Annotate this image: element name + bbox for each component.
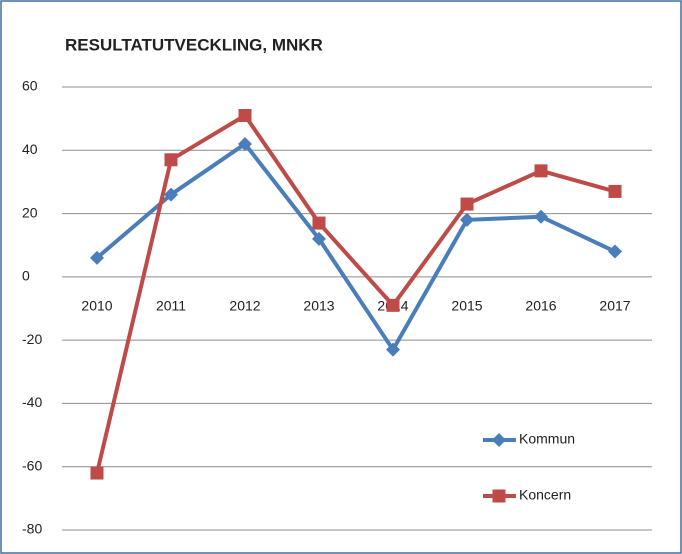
- y-tick-label: 40: [22, 141, 38, 157]
- x-tick-label: 2017: [599, 298, 630, 314]
- x-tick-label: 2012: [229, 298, 260, 314]
- y-tick-label: -80: [22, 521, 42, 537]
- x-tick-label: 2010: [81, 298, 112, 314]
- x-tick-label: 2015: [451, 298, 482, 314]
- y-tick-label: -40: [22, 394, 42, 410]
- legend-label: Kommun: [519, 431, 575, 447]
- point: [164, 187, 178, 202]
- point: [238, 136, 252, 151]
- y-tick-label: 60: [22, 78, 38, 94]
- legend-label: Koncern: [519, 487, 571, 503]
- point: [90, 250, 104, 265]
- point: [608, 184, 622, 198]
- series-line: [95, 141, 616, 352]
- point: [534, 164, 548, 178]
- point: [312, 231, 326, 246]
- point: [608, 244, 622, 259]
- point: [312, 216, 326, 230]
- point: [386, 342, 400, 357]
- y-tick-label: -20: [22, 331, 42, 347]
- x-tick-label: 2016: [525, 298, 556, 314]
- legend-marker: [492, 489, 506, 503]
- y-tick-label: 20: [22, 204, 38, 220]
- legend-marker: [492, 433, 506, 447]
- point: [238, 108, 252, 122]
- point: [460, 197, 474, 211]
- point: [386, 298, 400, 312]
- y-tick-label: -60: [22, 457, 42, 473]
- x-tick-label: 2011: [156, 298, 186, 314]
- point: [460, 212, 474, 227]
- y-tick-label: 0: [22, 268, 30, 284]
- series-line: [95, 113, 616, 474]
- point: [164, 153, 178, 167]
- chart-title: RESULTATUTVECKLING, MNKR: [65, 35, 323, 54]
- x-tick-label: 2013: [303, 298, 334, 314]
- point: [534, 209, 548, 224]
- point: [90, 466, 104, 480]
